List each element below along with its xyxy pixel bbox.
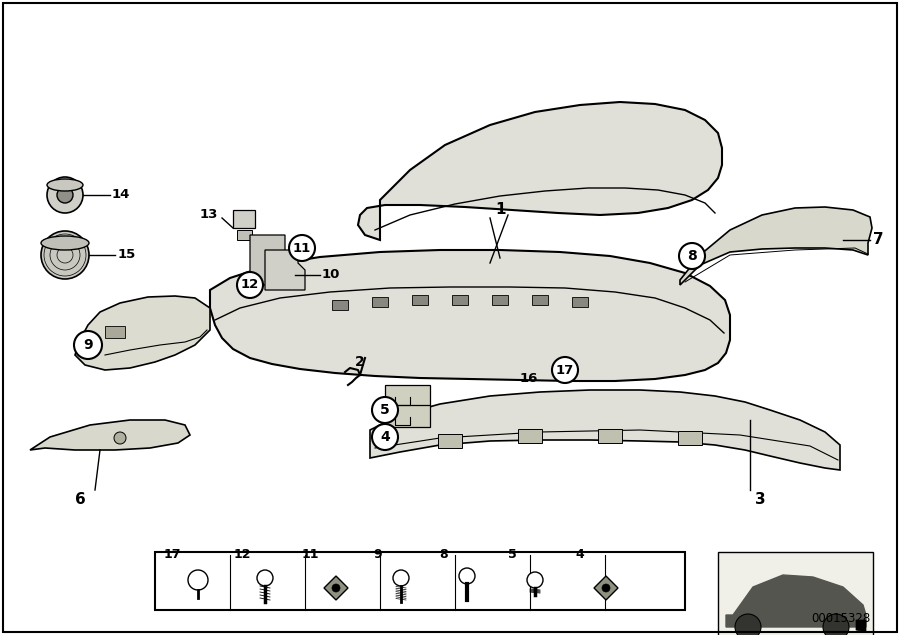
Text: 17: 17 xyxy=(556,363,574,377)
Circle shape xyxy=(289,235,315,261)
Circle shape xyxy=(552,357,578,383)
Bar xyxy=(385,405,430,427)
Bar xyxy=(532,295,548,305)
Polygon shape xyxy=(594,576,618,600)
Text: 2: 2 xyxy=(355,355,365,369)
Text: 11: 11 xyxy=(292,241,311,255)
Bar xyxy=(598,429,622,443)
Text: 15: 15 xyxy=(118,248,136,262)
Circle shape xyxy=(237,272,263,298)
Polygon shape xyxy=(358,102,722,240)
Polygon shape xyxy=(726,575,866,627)
Bar xyxy=(372,297,388,307)
Circle shape xyxy=(679,243,705,269)
Bar xyxy=(237,230,252,240)
Circle shape xyxy=(393,570,409,586)
Ellipse shape xyxy=(41,236,89,250)
Text: 11: 11 xyxy=(302,549,319,561)
Text: 5: 5 xyxy=(380,403,390,417)
Text: 4: 4 xyxy=(576,549,584,561)
Circle shape xyxy=(74,331,102,359)
Text: 16: 16 xyxy=(520,371,538,385)
Polygon shape xyxy=(370,390,840,470)
Text: 1: 1 xyxy=(495,203,506,218)
Circle shape xyxy=(527,572,543,588)
Polygon shape xyxy=(265,250,305,290)
Bar xyxy=(412,295,428,305)
Text: 5: 5 xyxy=(508,549,517,561)
Circle shape xyxy=(257,570,273,586)
Polygon shape xyxy=(856,620,866,632)
Circle shape xyxy=(114,432,126,444)
Text: 9: 9 xyxy=(83,338,93,352)
Polygon shape xyxy=(75,296,210,370)
Circle shape xyxy=(459,568,475,584)
Text: 7: 7 xyxy=(873,232,884,248)
Text: 17: 17 xyxy=(163,549,181,561)
Text: 3: 3 xyxy=(755,493,766,507)
Circle shape xyxy=(332,584,340,592)
Circle shape xyxy=(41,231,89,279)
Text: 6: 6 xyxy=(75,493,86,507)
Circle shape xyxy=(372,424,398,450)
Text: 13: 13 xyxy=(200,208,219,222)
Bar xyxy=(718,552,873,635)
Text: 8: 8 xyxy=(687,249,697,263)
Bar xyxy=(438,434,462,448)
Polygon shape xyxy=(210,250,730,381)
Text: 8: 8 xyxy=(440,549,448,561)
Bar xyxy=(332,300,348,310)
Circle shape xyxy=(188,570,208,590)
Text: 10: 10 xyxy=(322,269,340,281)
Bar xyxy=(518,429,542,443)
Bar xyxy=(155,552,685,610)
Polygon shape xyxy=(30,420,190,450)
Circle shape xyxy=(57,187,73,203)
Circle shape xyxy=(735,614,761,635)
Polygon shape xyxy=(680,207,872,285)
Bar xyxy=(492,295,508,305)
Polygon shape xyxy=(250,235,295,285)
Polygon shape xyxy=(324,576,348,600)
Text: 4: 4 xyxy=(380,430,390,444)
Bar xyxy=(233,210,255,228)
Bar xyxy=(678,431,702,445)
Ellipse shape xyxy=(47,179,83,191)
Text: 14: 14 xyxy=(112,189,130,201)
Circle shape xyxy=(823,614,849,635)
Text: 12: 12 xyxy=(233,549,251,561)
Bar xyxy=(452,295,468,305)
Bar xyxy=(572,297,588,307)
Bar xyxy=(385,385,430,407)
Circle shape xyxy=(602,584,610,592)
Text: 00015328: 00015328 xyxy=(811,612,870,624)
Text: 9: 9 xyxy=(374,549,382,561)
Bar xyxy=(105,326,125,338)
Text: 12: 12 xyxy=(241,279,259,291)
Circle shape xyxy=(372,397,398,423)
Circle shape xyxy=(47,177,83,213)
